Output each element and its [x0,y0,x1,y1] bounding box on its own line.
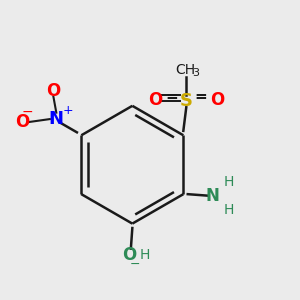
Text: N: N [49,110,64,128]
Text: O: O [122,245,136,263]
Text: =: = [195,89,207,104]
Text: O: O [15,113,30,131]
Text: H: H [140,248,150,262]
Text: 3: 3 [192,68,199,78]
Text: O: O [46,82,61,100]
Text: H: H [224,203,234,217]
Text: −: − [21,104,33,118]
Text: H: H [224,175,234,188]
Text: O: O [210,91,224,109]
Text: O: O [148,91,163,109]
Text: +: + [62,104,73,117]
Text: =: = [165,89,178,104]
Text: CH: CH [176,64,196,77]
Text: N: N [206,187,220,205]
Text: S: S [180,92,193,110]
Text: −: − [129,257,140,271]
